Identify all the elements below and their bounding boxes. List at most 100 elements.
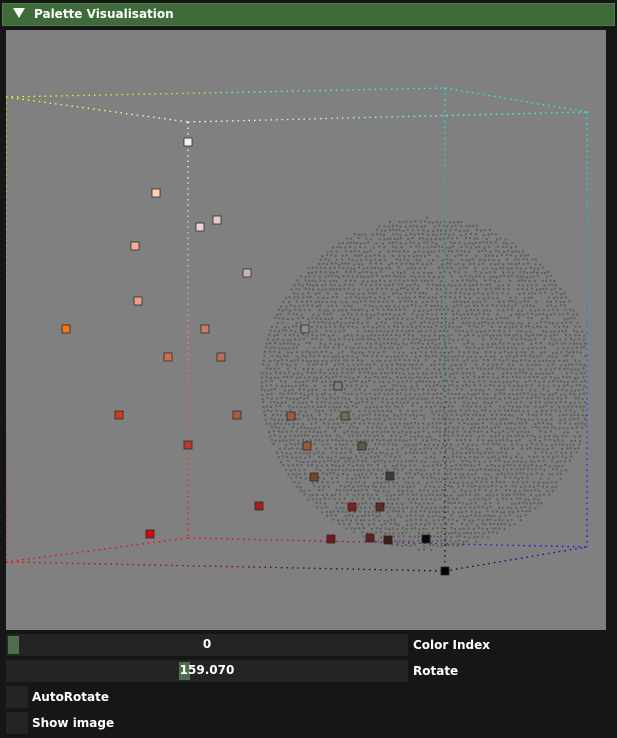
pixel-dot <box>482 262 485 265</box>
pixel-dot <box>446 494 449 497</box>
pixel-dot <box>477 426 480 429</box>
pixel-dot <box>512 363 515 366</box>
palette-swatch[interactable] <box>340 411 350 421</box>
pixel-dot <box>429 498 432 500</box>
palette-swatch[interactable] <box>365 533 375 543</box>
palette-swatch[interactable] <box>183 440 193 450</box>
pixel-dot <box>450 410 453 412</box>
pixel-dot <box>411 460 414 462</box>
pixel-dot <box>364 434 367 437</box>
pixel-dot <box>394 510 397 513</box>
pixel-dot <box>386 300 389 303</box>
pixel-dot <box>435 308 438 311</box>
pixel-dot <box>408 535 411 538</box>
pixel-dot <box>356 321 359 324</box>
autorotate-checkbox[interactable] <box>6 686 28 708</box>
pixel-dot <box>278 418 280 421</box>
palette-swatch[interactable] <box>309 472 319 482</box>
pixel-dot <box>465 254 468 257</box>
pixel-dot <box>453 242 456 244</box>
rotate-slider[interactable]: 159.070 <box>6 660 408 682</box>
pixel-dot <box>476 228 478 231</box>
color-index-slider[interactable]: 0 <box>6 634 408 656</box>
pixel-dot <box>367 325 370 328</box>
pixel-dot <box>415 279 418 282</box>
palette-swatch[interactable] <box>195 222 205 232</box>
pixel-dot <box>494 431 497 434</box>
pixel-dot <box>293 296 296 299</box>
palette-swatch[interactable] <box>130 241 140 251</box>
palette-swatch[interactable] <box>302 441 312 451</box>
pixel-dot <box>550 481 553 484</box>
pixel-dot <box>302 316 305 319</box>
palette-swatch[interactable] <box>357 441 367 451</box>
palette-swatch[interactable] <box>375 502 385 512</box>
pixel-dot <box>445 448 448 451</box>
pixel-dot <box>559 477 562 480</box>
palette-3d-viewport[interactable] <box>6 30 606 630</box>
pixel-dot <box>410 422 413 425</box>
palette-swatch[interactable] <box>216 352 226 362</box>
palette-swatch[interactable] <box>232 410 242 420</box>
palette-swatch[interactable] <box>114 410 124 420</box>
pixel-dot <box>474 514 477 517</box>
palette-swatch[interactable] <box>212 215 222 225</box>
palette-swatch[interactable] <box>326 534 336 544</box>
color-index-grab[interactable] <box>8 636 19 654</box>
pixel-dot <box>423 241 426 244</box>
palette-swatch[interactable] <box>254 501 264 511</box>
pixel-dot <box>468 372 471 375</box>
palette-swatch[interactable] <box>61 324 71 334</box>
pixel-dot <box>435 234 438 237</box>
pixel-dot <box>341 519 344 522</box>
panel-header[interactable]: Palette Visualisation <box>2 3 615 26</box>
palette-swatch[interactable] <box>300 324 310 334</box>
rotate-grab[interactable] <box>179 662 190 680</box>
pixel-dot <box>419 339 422 342</box>
pixel-dot <box>503 397 506 400</box>
collapse-triangle-icon[interactable] <box>13 8 25 18</box>
pixel-dot <box>457 511 460 514</box>
palette-swatch[interactable] <box>133 296 143 306</box>
palette-swatch[interactable] <box>145 529 155 539</box>
palette-swatch[interactable] <box>385 471 395 481</box>
palette-swatch[interactable] <box>333 381 343 391</box>
pixel-dot <box>472 262 475 265</box>
pixel-dot <box>547 385 550 388</box>
pixel-dot <box>419 259 422 262</box>
palette-swatch[interactable] <box>421 534 431 544</box>
palette-swatch[interactable] <box>440 566 450 576</box>
pixel-dot <box>498 464 501 467</box>
palette-swatch[interactable] <box>347 502 357 512</box>
pixel-dot <box>475 313 478 316</box>
pixel-dot <box>419 220 422 223</box>
pixel-dot <box>345 237 348 240</box>
pixel-dot <box>475 280 478 283</box>
palette-swatch[interactable] <box>286 411 296 421</box>
pixel-dot <box>463 476 466 479</box>
pixel-dot <box>546 490 549 492</box>
pixel-dot <box>290 288 293 291</box>
rgb-cube-view[interactable] <box>6 30 606 630</box>
pixel-dot <box>543 435 546 438</box>
pixel-dot <box>414 518 417 521</box>
pixel-dot <box>511 405 514 408</box>
pixel-dot <box>508 363 511 366</box>
palette-swatch[interactable] <box>151 188 161 198</box>
pixel-dot <box>460 489 463 492</box>
palette-swatch[interactable] <box>183 137 193 147</box>
pixel-dot <box>511 447 514 450</box>
palette-swatch[interactable] <box>383 535 393 545</box>
pixel-dot <box>432 283 434 286</box>
pixel-dot <box>315 317 318 320</box>
show-image-checkbox[interactable] <box>6 712 28 734</box>
pixel-dot <box>388 485 390 488</box>
pixel-dot <box>399 418 402 421</box>
palette-swatch[interactable] <box>200 324 210 334</box>
pixel-dot <box>380 469 383 472</box>
palette-swatch[interactable] <box>163 352 173 362</box>
pixel-dot <box>416 402 419 404</box>
palette-swatch[interactable] <box>242 268 252 278</box>
pixel-dot <box>318 292 321 294</box>
pixel-dot <box>447 430 450 433</box>
